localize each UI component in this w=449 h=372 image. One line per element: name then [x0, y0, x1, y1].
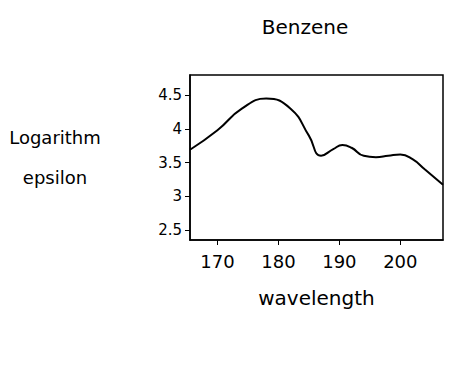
svg-text:Logarithm: Logarithm — [9, 127, 101, 148]
svg-text:4: 4 — [172, 120, 182, 138]
svg-text:Benzene: Benzene — [262, 15, 348, 39]
svg-text:3.5: 3.5 — [158, 154, 182, 172]
svg-text:200: 200 — [383, 251, 417, 272]
svg-text:170: 170 — [200, 251, 234, 272]
svg-text:2.5: 2.5 — [158, 221, 182, 239]
svg-text:wavelength: wavelength — [258, 286, 375, 310]
svg-text:3: 3 — [172, 187, 182, 205]
svg-text:190: 190 — [322, 251, 356, 272]
svg-text:4.5: 4.5 — [158, 86, 182, 104]
svg-text:epsilon: epsilon — [23, 167, 87, 188]
svg-text:180: 180 — [261, 251, 295, 272]
